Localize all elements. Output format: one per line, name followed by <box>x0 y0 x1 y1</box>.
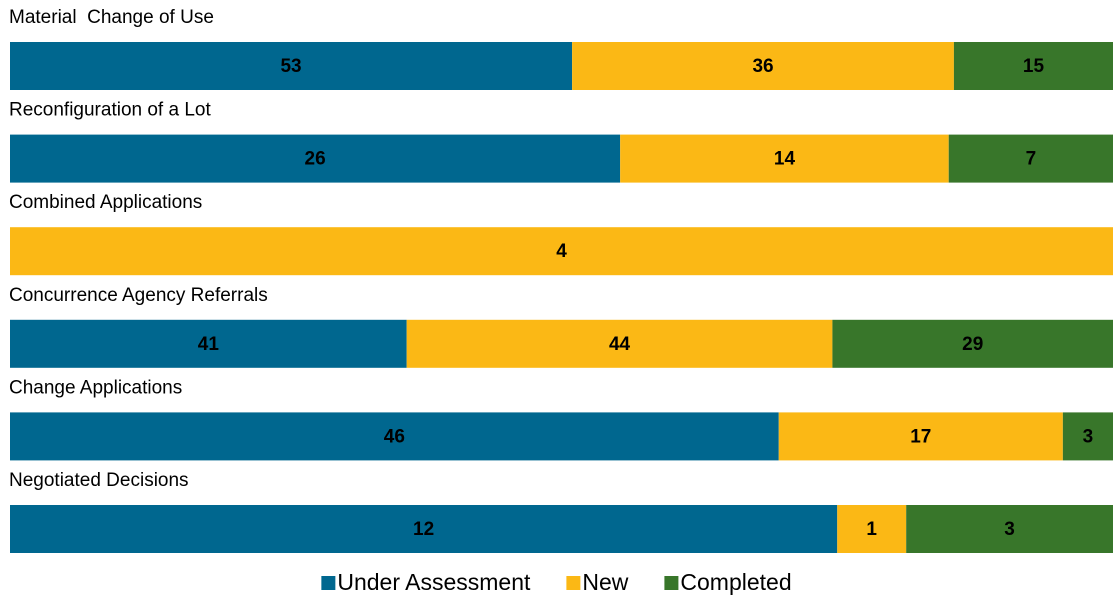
category-label: Reconfiguration of a Lot <box>9 100 211 121</box>
bar-segment <box>10 134 621 183</box>
category-label: Material Change of Use <box>9 7 214 28</box>
category-label: Concurrence Agency Referrals <box>9 285 268 306</box>
bar-segment <box>10 412 779 461</box>
bar-segment <box>778 412 1063 461</box>
value-label: 29 <box>962 334 983 355</box>
bar-segment <box>10 42 573 90</box>
value-label: 4 <box>556 241 567 262</box>
bar-segment <box>10 505 838 553</box>
value-label: 41 <box>198 334 220 355</box>
value-label: 53 <box>280 56 301 77</box>
legend-label: New <box>582 569 628 595</box>
bar-segment <box>906 505 1113 553</box>
value-label: 44 <box>609 334 631 355</box>
category-label: Combined Applications <box>9 192 202 213</box>
bar-segment <box>948 134 1113 183</box>
category-label: Change Applications <box>9 377 182 398</box>
bar-segment <box>953 42 1113 90</box>
bar-segment <box>620 134 949 183</box>
value-label: 3 <box>1083 426 1094 447</box>
value-label: 26 <box>305 149 326 170</box>
legend-swatch <box>321 576 336 590</box>
bar-segment <box>837 505 907 553</box>
legend-label: Completed <box>680 569 791 595</box>
value-label: 15 <box>1023 56 1045 77</box>
bar-segment <box>406 319 833 368</box>
bar-segment <box>10 227 1113 276</box>
legend-swatch <box>664 576 679 590</box>
value-label: 7 <box>1026 149 1037 170</box>
value-label: 1 <box>866 519 877 540</box>
legend-label: Under Assessment <box>337 569 531 595</box>
value-label: 14 <box>774 149 796 170</box>
value-label: 36 <box>752 56 773 77</box>
value-label: 3 <box>1004 519 1015 540</box>
legend-swatch <box>566 576 581 590</box>
value-label: 17 <box>910 426 931 447</box>
category-label: Negotiated Decisions <box>9 470 189 491</box>
value-label: 46 <box>384 426 405 447</box>
value-label: 12 <box>413 519 434 540</box>
bar-segment <box>10 319 407 368</box>
bar-segment <box>832 319 1113 368</box>
bar-segment <box>1062 412 1113 461</box>
bar-segment <box>572 42 954 90</box>
